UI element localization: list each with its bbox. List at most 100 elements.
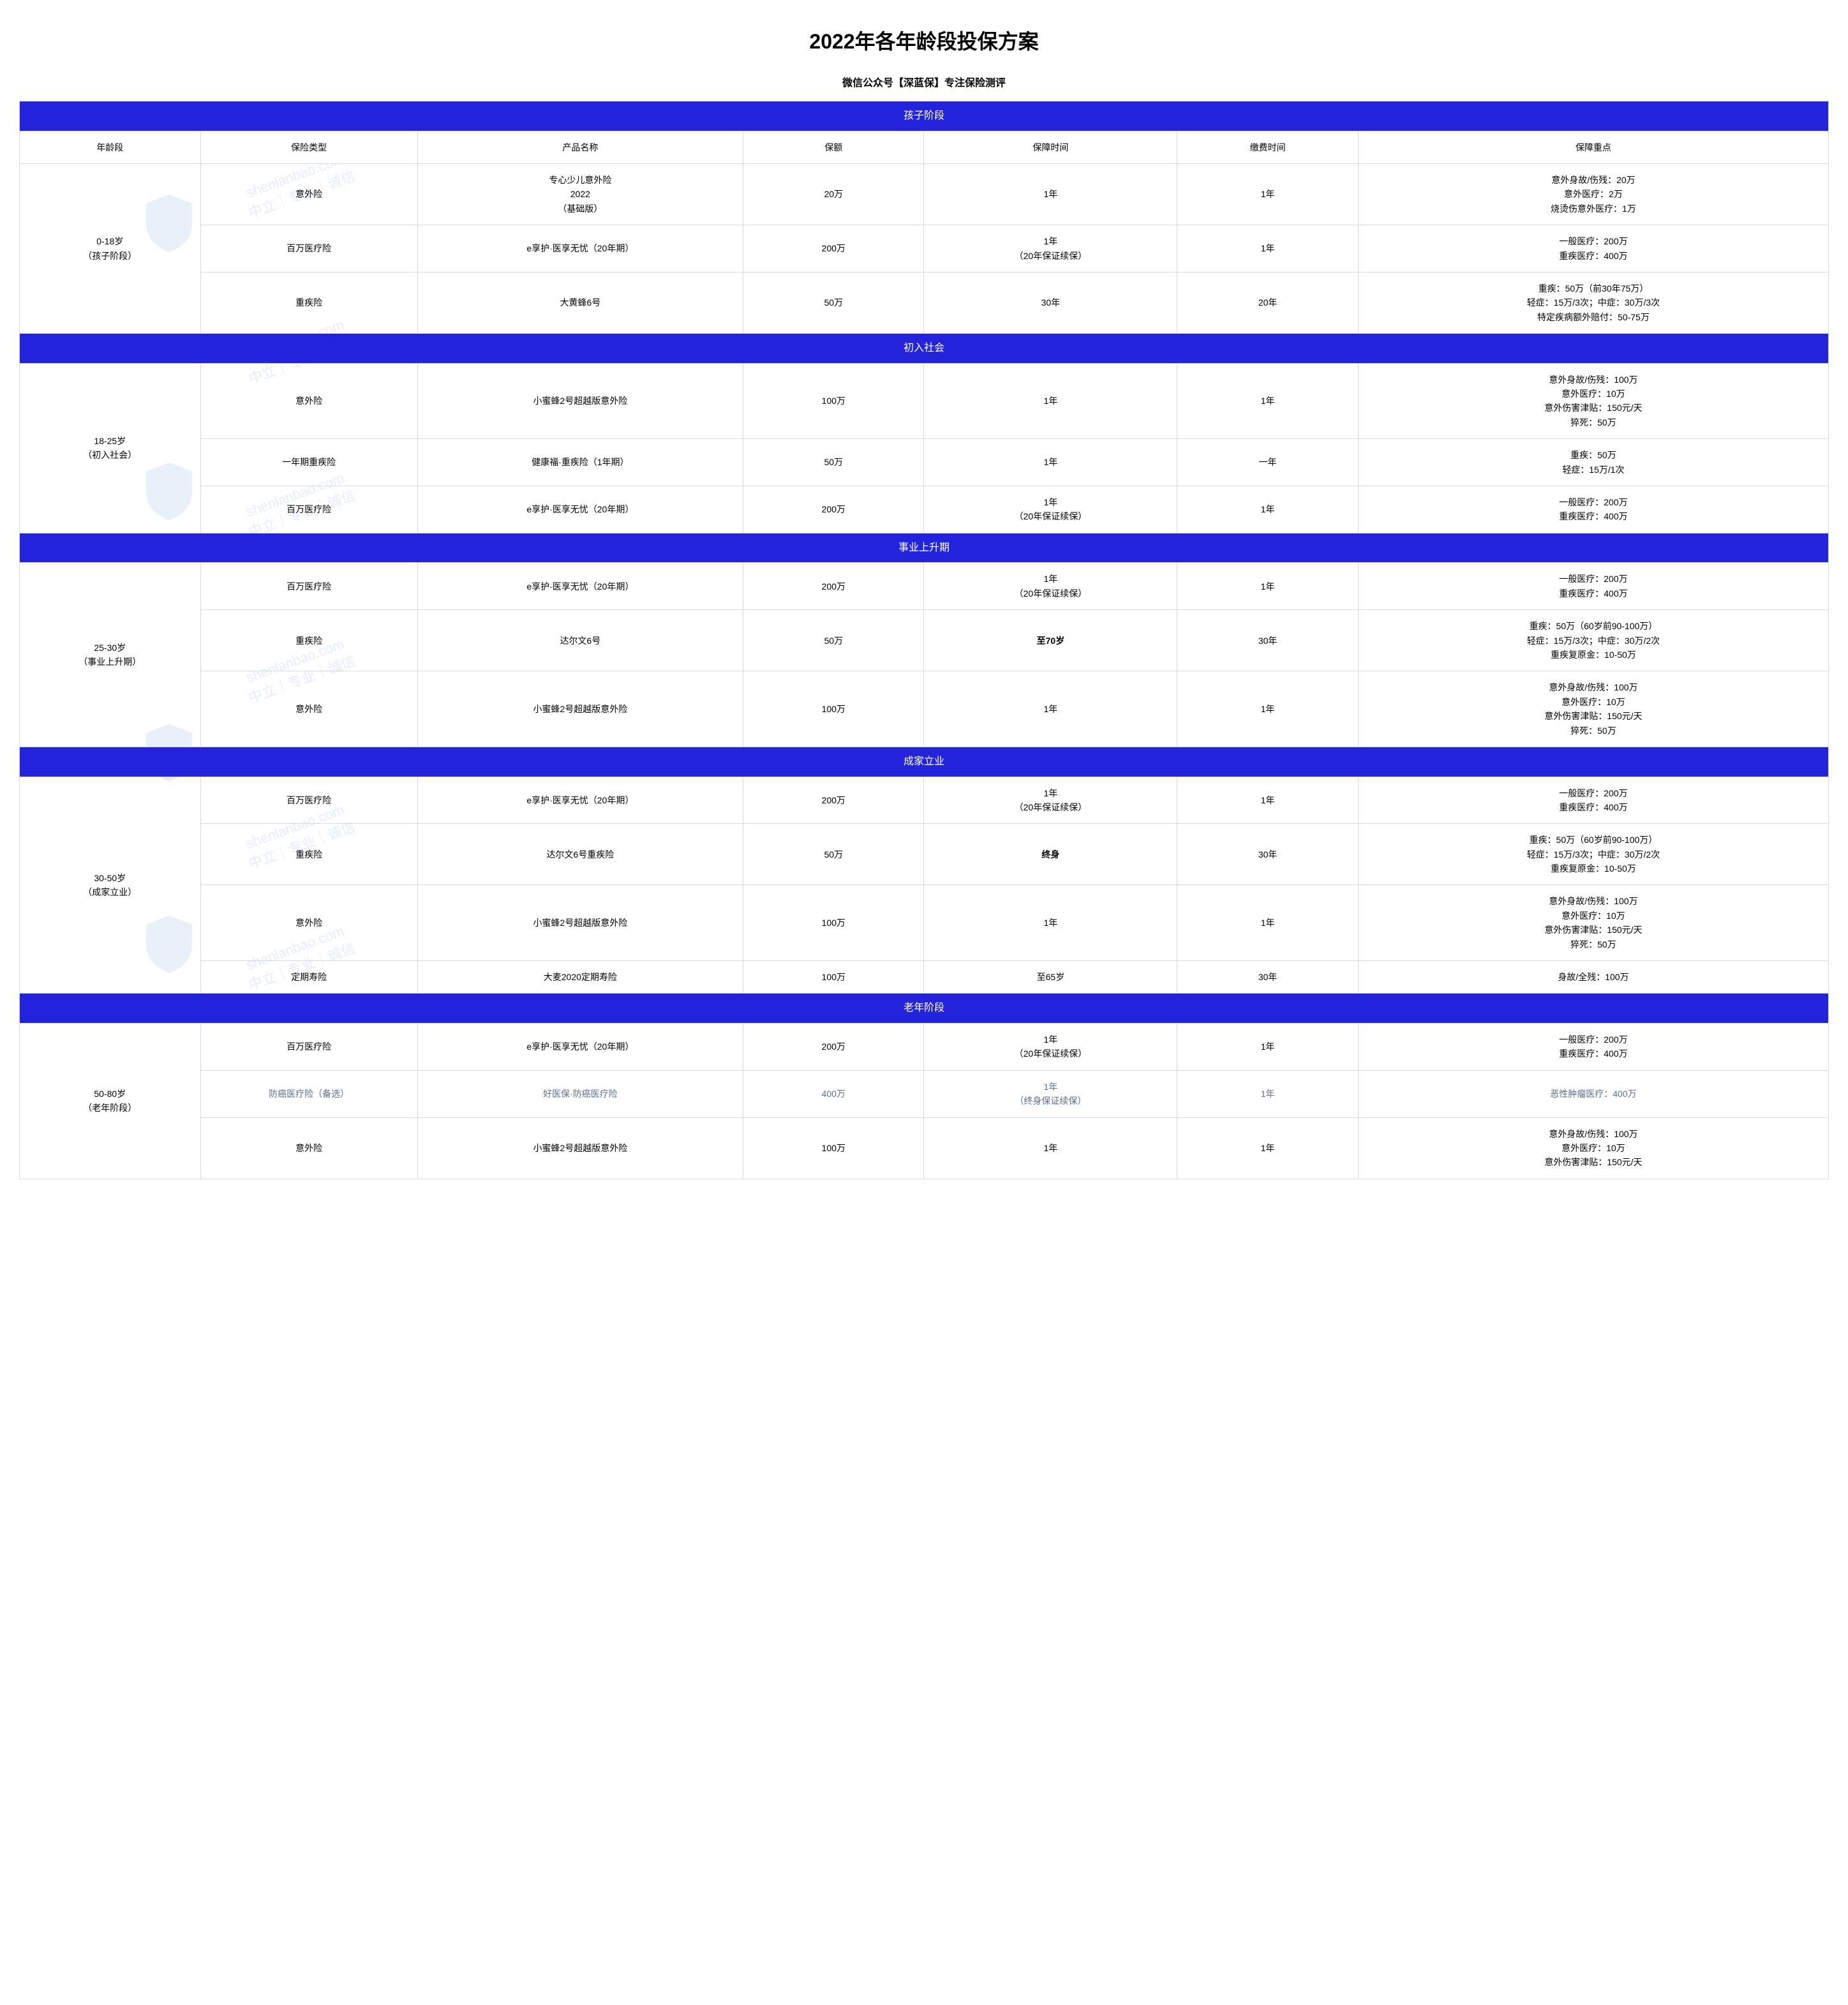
section-title: 成家立业 xyxy=(20,747,1829,777)
coverage-cell: 一般医疗：200万重疾医疗：400万 xyxy=(1358,486,1828,533)
coverage-cell: 重疾：50万（60岁前90-100万）轻症：15万/3次；中症：30万/2次重疾… xyxy=(1358,610,1828,671)
table-row: 18-25岁（初入社会）意外险小蜜蜂2号超越版意外险100万1年1年意外身故/伤… xyxy=(20,363,1829,439)
type-cell: 定期寿险 xyxy=(200,961,417,994)
table-row: 50-80岁（老年阶段）百万医疗险e享护·医享无忧（20年期）200万1年（20… xyxy=(20,1024,1829,1071)
payment-cell: 1年 xyxy=(1177,1117,1359,1179)
coverage-cell: 重疾：50万（前30年75万）轻症：15万/3次；中症：30万/3次特定疾病额外… xyxy=(1358,272,1828,333)
type-cell: 百万医疗险 xyxy=(200,486,417,533)
payment-cell: 1年 xyxy=(1177,671,1359,747)
product-cell: e享护·医享无忧（20年期） xyxy=(417,486,743,533)
table-row: 防癌医疗险（备选）好医保·防癌医疗险400万1年（终身保证续保）1年恶性肿瘤医疗… xyxy=(20,1070,1829,1117)
table-row: 重疾险大黄蜂6号50万30年20年重疾：50万（前30年75万）轻症：15万/3… xyxy=(20,272,1829,333)
age-cell: 50-80岁（老年阶段） xyxy=(20,1024,201,1179)
column-header-row: 年龄段保险类型产品名称保额保障时间缴费时间保障重点 xyxy=(20,131,1829,163)
column-header: 保障重点 xyxy=(1358,131,1828,163)
product-cell: e享护·医享无忧（20年期） xyxy=(417,225,743,272)
column-header: 保额 xyxy=(743,131,924,163)
amount-cell: 200万 xyxy=(743,225,924,272)
payment-cell: 1年 xyxy=(1177,363,1359,439)
duration-cell: 1年（20年保证续保） xyxy=(924,225,1177,272)
amount-cell: 20万 xyxy=(743,163,924,225)
payment-cell: 30年 xyxy=(1177,824,1359,885)
type-cell: 意外险 xyxy=(200,363,417,439)
payment-cell: 1年 xyxy=(1177,163,1359,225)
product-cell: 大黄蜂6号 xyxy=(417,272,743,333)
product-cell: e享护·医享无忧（20年期） xyxy=(417,1024,743,1071)
amount-cell: 200万 xyxy=(743,1024,924,1071)
coverage-cell: 恶性肿瘤医疗：400万 xyxy=(1358,1070,1828,1117)
column-header: 年龄段 xyxy=(20,131,201,163)
product-cell: 达尔文6号 xyxy=(417,610,743,671)
duration-cell: 1年 xyxy=(924,439,1177,486)
duration-cell: 终身 xyxy=(924,824,1177,885)
section-title: 事业上升期 xyxy=(20,533,1829,563)
product-cell: 健康福·重疾险（1年期） xyxy=(417,439,743,486)
table-row: 百万医疗险e享护·医享无忧（20年期）200万1年（20年保证续保）1年一般医疗… xyxy=(20,486,1829,533)
table-row: 百万医疗险e享护·医享无忧（20年期）200万1年（20年保证续保）1年一般医疗… xyxy=(20,225,1829,272)
type-cell: 意外险 xyxy=(200,671,417,747)
payment-cell: 1年 xyxy=(1177,1070,1359,1117)
section-title: 孩子阶段 xyxy=(20,101,1829,131)
product-cell: 小蜜蜂2号超越版意外险 xyxy=(417,671,743,747)
amount-cell: 100万 xyxy=(743,363,924,439)
product-cell: 专心少儿意外险2022（基础版） xyxy=(417,163,743,225)
coverage-cell: 意外身故/伤残：100万意外医疗：10万意外伤害津贴：150元/天猝死：50万 xyxy=(1358,671,1828,747)
coverage-cell: 一般医疗：200万重疾医疗：400万 xyxy=(1358,225,1828,272)
product-cell: 小蜜蜂2号超越版意外险 xyxy=(417,885,743,961)
table-row: 意外险小蜜蜂2号超越版意外险100万1年1年意外身故/伤残：100万意外医疗：1… xyxy=(20,885,1829,961)
section-title: 老年阶段 xyxy=(20,994,1829,1024)
table-row: 意外险小蜜蜂2号超越版意外险100万1年1年意外身故/伤残：100万意外医疗：1… xyxy=(20,1117,1829,1179)
section-title: 初入社会 xyxy=(20,334,1829,364)
duration-cell: 至70岁 xyxy=(924,610,1177,671)
duration-cell: 1年（20年保证续保） xyxy=(924,777,1177,824)
duration-cell: 1年 xyxy=(924,363,1177,439)
section-header: 成家立业 xyxy=(20,747,1829,777)
column-header: 保险类型 xyxy=(200,131,417,163)
type-cell: 重疾险 xyxy=(200,610,417,671)
type-cell: 一年期重疾险 xyxy=(200,439,417,486)
coverage-cell: 意外身故/伤残：100万意外医疗：10万意外伤害津贴：150元/天猝死：50万 xyxy=(1358,885,1828,961)
type-cell: 百万医疗险 xyxy=(200,563,417,610)
coverage-cell: 一般医疗：200万重疾医疗：400万 xyxy=(1358,777,1828,824)
amount-cell: 200万 xyxy=(743,486,924,533)
column-header: 保障时间 xyxy=(924,131,1177,163)
duration-cell: 1年 xyxy=(924,885,1177,961)
payment-cell: 1年 xyxy=(1177,486,1359,533)
table-row: 30-50岁（成家立业）百万医疗险e享护·医享无忧（20年期）200万1年（20… xyxy=(20,777,1829,824)
type-cell: 百万医疗险 xyxy=(200,777,417,824)
payment-cell: 1年 xyxy=(1177,885,1359,961)
amount-cell: 400万 xyxy=(743,1070,924,1117)
age-cell: 30-50岁（成家立业） xyxy=(20,777,201,994)
payment-cell: 1年 xyxy=(1177,777,1359,824)
table-row: 一年期重疾险健康福·重疾险（1年期）50万1年一年重疾：50万轻症：15万/1次 xyxy=(20,439,1829,486)
payment-cell: 一年 xyxy=(1177,439,1359,486)
table-row: 重疾险达尔文6号重疾险50万终身30年重疾：50万（60岁前90-100万）轻症… xyxy=(20,824,1829,885)
amount-cell: 100万 xyxy=(743,961,924,994)
section-header: 事业上升期 xyxy=(20,533,1829,563)
duration-cell: 1年（20年保证续保） xyxy=(924,563,1177,610)
amount-cell: 200万 xyxy=(743,777,924,824)
type-cell: 意外险 xyxy=(200,1117,417,1179)
coverage-cell: 意外身故/伤残：100万意外医疗：10万意外伤害津贴：150元/天猝死：50万 xyxy=(1358,363,1828,439)
table-row: 25-30岁（事业上升期）百万医疗险e享护·医享无忧（20年期）200万1年（2… xyxy=(20,563,1829,610)
duration-cell: 1年 xyxy=(924,1117,1177,1179)
payment-cell: 30年 xyxy=(1177,961,1359,994)
page-title: 2022年各年龄段投保方案 xyxy=(19,26,1829,55)
amount-cell: 200万 xyxy=(743,563,924,610)
coverage-cell: 一般医疗：200万重疾医疗：400万 xyxy=(1358,1024,1828,1071)
payment-cell: 1年 xyxy=(1177,225,1359,272)
column-header: 产品名称 xyxy=(417,131,743,163)
column-header: 缴费时间 xyxy=(1177,131,1359,163)
amount-cell: 50万 xyxy=(743,824,924,885)
duration-cell: 至65岁 xyxy=(924,961,1177,994)
coverage-cell: 身故/全残：100万 xyxy=(1358,961,1828,994)
payment-cell: 1年 xyxy=(1177,1024,1359,1071)
table-row: 0-18岁（孩子阶段）意外险专心少儿意外险2022（基础版）20万1年1年意外身… xyxy=(20,163,1829,225)
section-header: 初入社会 xyxy=(20,334,1829,364)
product-cell: e享护·医享无忧（20年期） xyxy=(417,777,743,824)
page-subtitle: 微信公众号【深蓝保】专注保险测评 xyxy=(19,74,1829,89)
table-row: 重疾险达尔文6号50万至70岁30年重疾：50万（60岁前90-100万）轻症：… xyxy=(20,610,1829,671)
type-cell: 防癌医疗险（备选） xyxy=(200,1070,417,1117)
section-header: 老年阶段 xyxy=(20,994,1829,1024)
product-cell: 小蜜蜂2号超越版意外险 xyxy=(417,1117,743,1179)
